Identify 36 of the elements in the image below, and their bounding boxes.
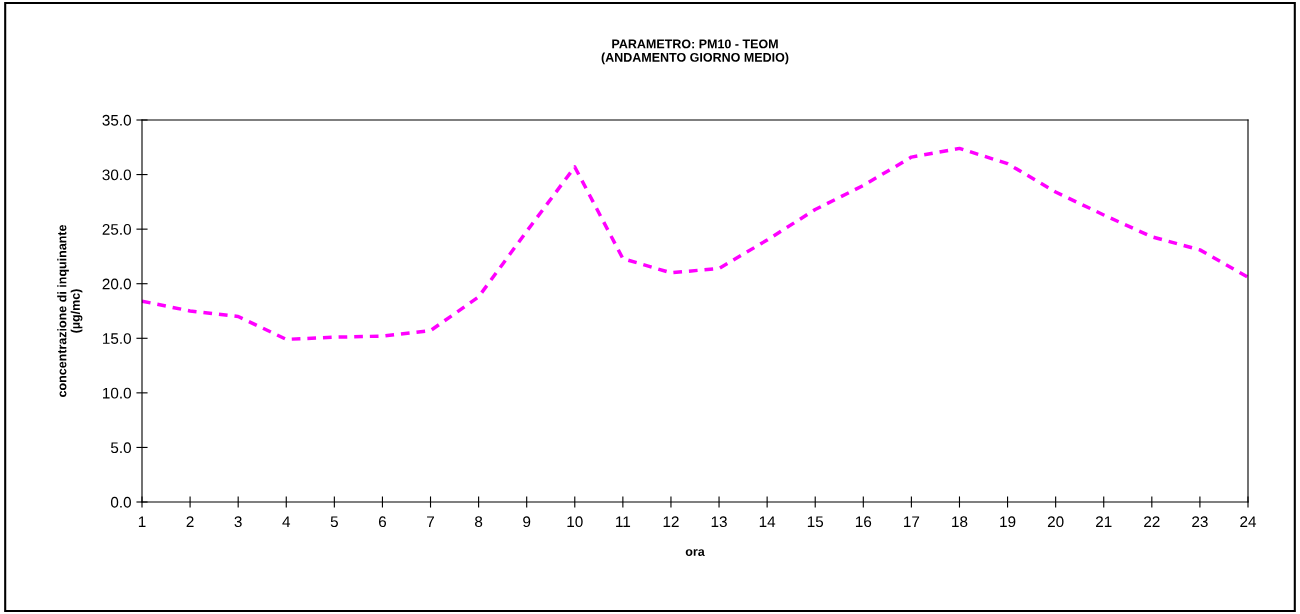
y-tick-label: 25.0 xyxy=(102,224,131,235)
x-tick-label: 16 xyxy=(855,516,872,528)
x-tick-label: 13 xyxy=(711,516,727,528)
x-tick-label: 3 xyxy=(234,516,242,528)
y-tick-label: 30.0 xyxy=(102,169,131,181)
x-tick-label: 1 xyxy=(138,516,146,527)
x-tick-label: 19 xyxy=(1000,516,1016,528)
x-tick-label: 24 xyxy=(1240,516,1257,527)
y-tick-label: 0.0 xyxy=(110,496,131,508)
x-tick-label: 4 xyxy=(282,516,291,527)
x-tick-label: 11 xyxy=(616,516,631,527)
y-tick-label: 20.0 xyxy=(102,278,131,290)
x-tick-label: 12 xyxy=(663,516,679,527)
y-tick-label: 5.0 xyxy=(110,442,131,454)
x-tick-label: 7 xyxy=(427,516,434,527)
x-tick-label: 22 xyxy=(1144,516,1160,527)
line-series xyxy=(142,146,1248,342)
x-tick-label: 8 xyxy=(475,516,483,528)
x-tick-label: 18 xyxy=(952,516,968,528)
y-tick-label: 10.0 xyxy=(103,387,131,399)
x-tick-label: 21 xyxy=(1096,516,1112,527)
y-tick-label: 35.0 xyxy=(102,114,131,126)
x-tick-label: 23 xyxy=(1192,516,1208,528)
x-tick-label: 5 xyxy=(330,516,338,528)
x-tick-label: 2 xyxy=(186,516,194,527)
y-tick-label: 15.0 xyxy=(103,333,131,344)
x-tick-label: 17 xyxy=(904,516,920,527)
x-tick-label: 10 xyxy=(567,516,583,528)
x-tick-label: 14 xyxy=(759,516,776,527)
chart-title: PARAMETRO: PM10 - TEOM (ANDAMENTO GIORNO MEDIO) xyxy=(601,39,789,65)
x-tick-label: 6 xyxy=(378,516,387,528)
x-axis-title: ora xyxy=(685,549,705,556)
x-tick-label: 9 xyxy=(523,516,531,528)
y-axis-title: concentrazione di inquinante (µg/mc) xyxy=(57,224,83,397)
x-tick-label: 20 xyxy=(1047,516,1064,528)
x-tick-label: 15 xyxy=(807,516,824,528)
